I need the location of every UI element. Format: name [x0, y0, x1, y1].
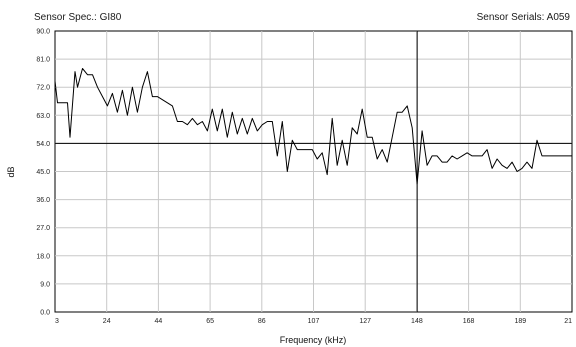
y-tick-label: 27.0 — [36, 225, 50, 232]
x-tick-label: 189 — [514, 318, 526, 325]
data-series — [54, 68, 572, 185]
x-tick-label: 168 — [463, 318, 475, 325]
series-line — [54, 68, 572, 185]
y-tick-label: 45.0 — [36, 169, 50, 176]
x-tick-label: 148 — [411, 318, 423, 325]
x-tick-label: 86 — [258, 318, 266, 325]
y-tick-label: 54.0 — [36, 141, 50, 148]
x-tick-label: 127 — [359, 318, 371, 325]
y-tick-labels: 0.0 9.0 18.0 27.0 36.0 45.0 54.0 63.0 72.0 81.0 90… — [36, 29, 50, 317]
y-tick-label: 0.0 — [40, 310, 50, 317]
x-tick-label: 21 — [564, 318, 572, 325]
x-axis-title: Frequency (kHz) — [280, 335, 347, 345]
x-tick-label: 24 — [103, 318, 111, 325]
y-tick-label: 63.0 — [36, 113, 50, 120]
sensor-spec-label: Sensor Spec.: GI80 — [34, 12, 122, 23]
y-tick-label: 81.0 — [36, 57, 50, 64]
y-axis-title: dB — [6, 166, 16, 177]
x-tick-labels: 3 24 44 65 86 107 127 148 168 189 21 — [55, 318, 572, 325]
x-tick-label: 107 — [308, 318, 320, 325]
x-tick-label: 3 — [55, 318, 59, 325]
emphasized-gridlines — [55, 31, 572, 312]
y-tick-label: 72.0 — [36, 85, 50, 92]
y-tick-label: 18.0 — [36, 253, 50, 260]
sensor-serials-label: Sensor Serials: A059 — [476, 12, 570, 23]
y-tick-label: 9.0 — [40, 281, 50, 288]
y-tick-label: 36.0 — [36, 197, 50, 204]
x-tick-label: 65 — [206, 318, 214, 325]
x-tick-label: 44 — [155, 318, 163, 325]
y-tick-label: 90.0 — [36, 29, 50, 36]
